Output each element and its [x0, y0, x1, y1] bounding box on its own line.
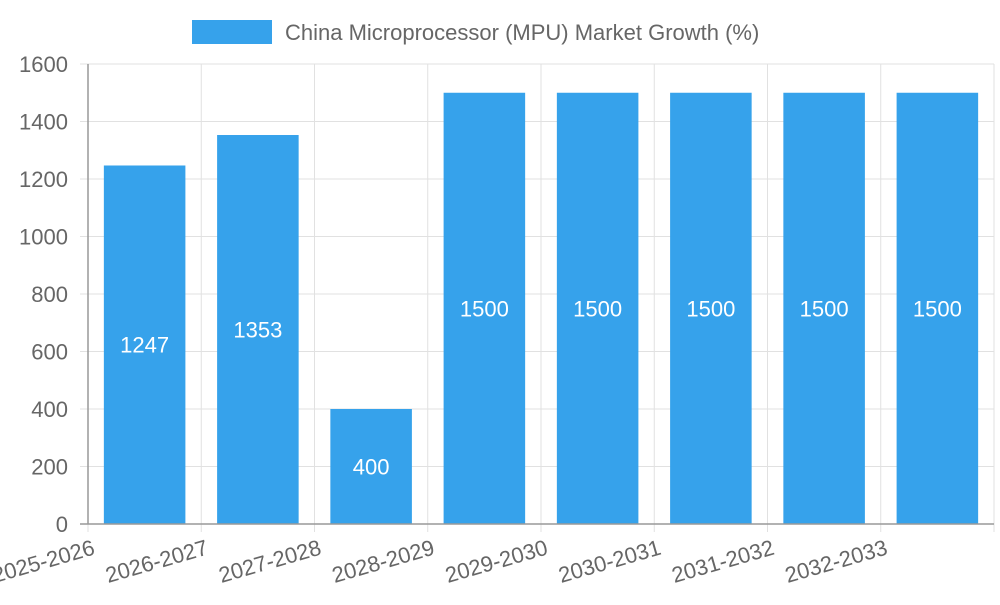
data-label-2030-2031: 1500 — [686, 296, 735, 321]
bar-2031-2032[interactable] — [783, 92, 865, 524]
bars — [103, 92, 979, 525]
x-tick-label: 2029-2030 — [442, 535, 550, 588]
x-tick-label: 2032-2033 — [782, 535, 890, 588]
y-tick-label: 200 — [31, 455, 68, 480]
x-tick-label: 2025-2026 — [0, 535, 97, 588]
x-tick-label: 2027-2028 — [216, 535, 324, 588]
y-tick-label: 800 — [31, 282, 68, 307]
x-tick-label: 2031-2032 — [669, 535, 777, 588]
legend-label[interactable]: China Microprocessor (MPU) Market Growth… — [285, 20, 759, 45]
data-labels: 1247 1353 400 1500 1500 1500 1500 1500 — [120, 296, 962, 479]
y-tick-label: 1000 — [19, 225, 68, 250]
bar-2029-2030[interactable] — [556, 92, 639, 524]
data-label-2028-2029: 1500 — [460, 296, 509, 321]
bar-2027-2028[interactable] — [330, 409, 412, 524]
bar-2032-2033[interactable] — [896, 92, 979, 524]
y-tick-label: 1400 — [19, 110, 68, 135]
x-tick-label: 2026-2027 — [103, 535, 211, 588]
legend[interactable]: China Microprocessor (MPU) Market Growth… — [192, 20, 759, 45]
y-tick-label: 400 — [31, 397, 68, 422]
x-tick-label: 2028-2029 — [329, 535, 437, 588]
data-label-2029-2030: 1500 — [573, 296, 622, 321]
y-tick-label: 600 — [31, 340, 68, 365]
bar-2026-2027[interactable] — [217, 135, 299, 524]
bar-2030-2031[interactable] — [670, 92, 752, 524]
data-label-2031-2032: 1500 — [800, 296, 849, 321]
data-label-2032-2033: 1500 — [913, 296, 962, 321]
legend-swatch[interactable] — [192, 20, 272, 44]
data-label-2027-2028: 400 — [353, 455, 390, 480]
bar-2025-2026[interactable] — [103, 165, 186, 525]
x-tick-label: 2030-2031 — [556, 535, 664, 588]
y-tick-label: 1600 — [19, 52, 68, 77]
y-tick-label: 0 — [56, 512, 68, 537]
data-label-2026-2027: 1353 — [233, 318, 282, 343]
bar-2028-2029[interactable] — [443, 92, 526, 524]
data-label-2025-2026: 1247 — [120, 333, 169, 358]
y-tick-label: 1200 — [19, 167, 68, 192]
